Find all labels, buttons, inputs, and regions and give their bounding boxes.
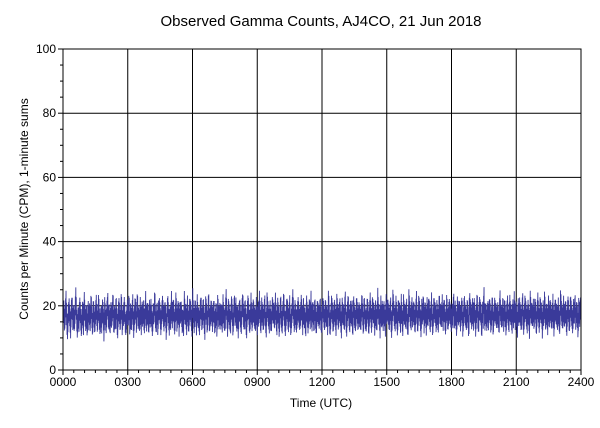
y-tick-label: 60 — [43, 170, 57, 184]
x-tick-label: 0600 — [179, 375, 206, 389]
x-tick-label: 1800 — [438, 375, 465, 389]
x-tick-label: 0300 — [114, 375, 141, 389]
y-tick-label: 0 — [49, 363, 56, 377]
x-tick-label: 1200 — [309, 375, 336, 389]
series-group — [62, 287, 582, 342]
y-tick-label: 80 — [43, 106, 57, 120]
x-tick-label: 0000 — [50, 375, 77, 389]
series-line-0 — [62, 287, 582, 342]
x-tick-label: 1500 — [373, 375, 400, 389]
x-axis-ticks: 0000 0300 0600 0900 1200 1500 1800 2100 2400 — [50, 370, 595, 389]
y-axis-label: Counts per Minute (CPM), 1-minute sums — [17, 98, 31, 319]
x-axis-label: Time (UTC) — [290, 396, 352, 410]
y-tick-label: 20 — [43, 299, 57, 313]
y-tick-label: 40 — [43, 235, 57, 249]
x-tick-label: 0900 — [244, 375, 271, 389]
x-tick-label: 2100 — [503, 375, 530, 389]
grid-lines — [63, 49, 581, 370]
y-axis-ticks: 0 20 40 60 80 100 — [36, 42, 63, 377]
x-tick-label: 2400 — [568, 375, 595, 389]
y-tick-label: 100 — [36, 42, 56, 56]
chart-title: Observed Gamma Counts, AJ4CO, 21 Jun 201… — [161, 13, 482, 30]
plot-frame — [62, 48, 582, 371]
